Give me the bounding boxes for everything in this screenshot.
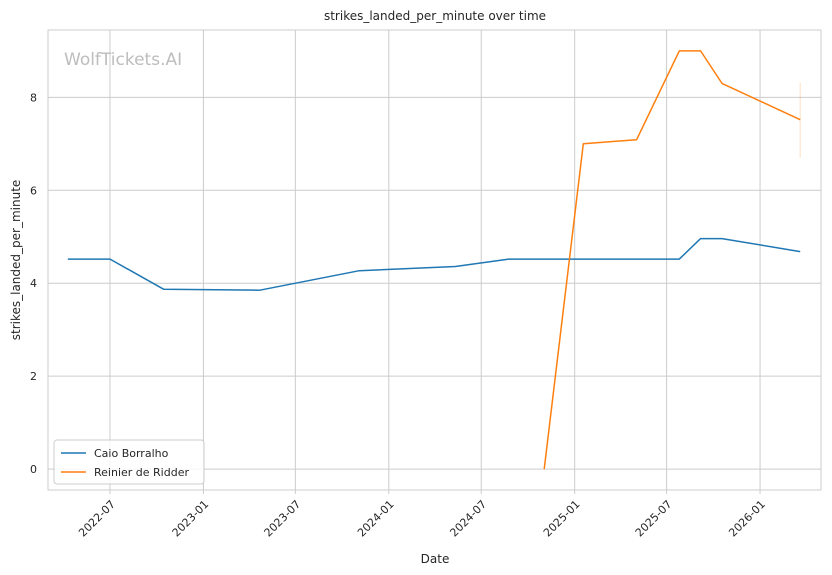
legend-box: [53, 439, 205, 485]
x-tick-label: 2025-01: [541, 498, 583, 540]
series-line-caio-borralho: [67, 237, 801, 291]
y-tick-label: 2: [30, 370, 37, 383]
y-tick-label: 4: [30, 277, 37, 290]
y-tick-label: 0: [30, 463, 37, 476]
y-tick-label: 6: [30, 184, 37, 197]
x-tick-label: 2023-01: [170, 498, 212, 540]
x-tick-label: 2026-01: [726, 498, 768, 540]
x-tick-label: 2024-07: [447, 498, 489, 540]
y-axis-ticks: 0 2 4 6 8: [30, 91, 37, 476]
series-layer: [67, 50, 801, 470]
series-reinier-de-ridder: [543, 50, 801, 470]
x-tick-label: 2022-07: [76, 498, 118, 540]
watermark: WolfTickets.AI: [64, 50, 182, 70]
plot-border: [47, 29, 822, 491]
legend-label-caio-borralho: Caio Borralho: [94, 447, 169, 460]
legend-label-reinier-de-ridder: Reinier de Ridder: [94, 466, 189, 479]
x-tick-label: 2024-01: [355, 498, 397, 540]
y-axis-label: strikes_landed_per_minute: [9, 180, 23, 341]
grid: [48, 30, 821, 490]
plot-background: [48, 30, 821, 490]
series-caio-borralho: [67, 237, 801, 291]
axes-frame: [47, 29, 822, 491]
x-tick-label: 2023-07: [262, 498, 304, 540]
chart-title: strikes_landed_per_minute over time: [324, 9, 546, 23]
y-tick-label: 8: [30, 91, 37, 104]
legend: Caio Borralho Reinier de Ridder: [53, 439, 205, 485]
x-tick-label: 2025-07: [633, 498, 675, 540]
x-axis-ticks: 2022-07 2023-01 2023-07 2024-01 2024-07 2025-…: [76, 490, 768, 539]
x-axis-label: Date: [421, 552, 450, 566]
